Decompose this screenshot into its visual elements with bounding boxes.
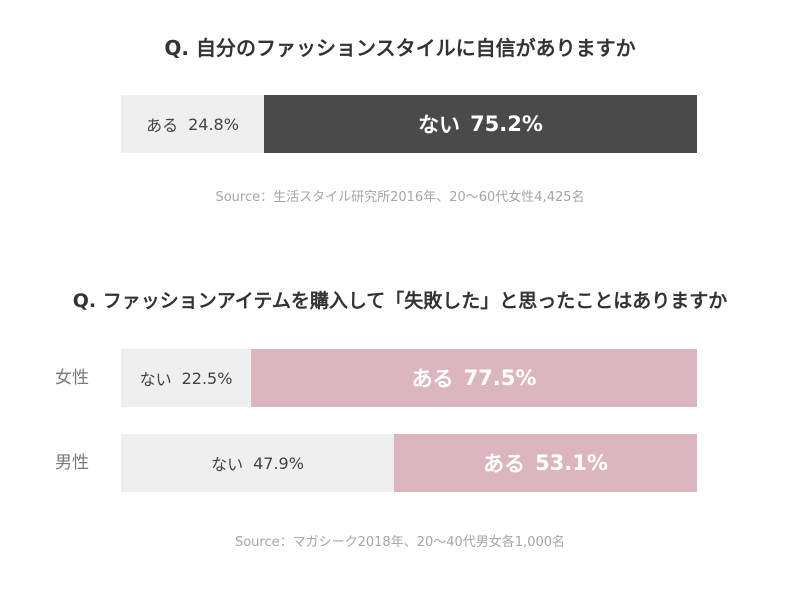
chart1-segment-aru-label: ある (146, 116, 179, 135)
chart1-bar: ある 24.8% ない 75.2% (121, 95, 697, 153)
chart2-male-segment-aru-value: 53.1% (535, 451, 608, 475)
chart2-source: Source：マガシーク2018年、20〜40代男女各1,000名 (234, 535, 566, 550)
chart2-male-segment-aru: ある 53.1% (394, 434, 697, 492)
chart2-male-segment-nai: ない 47.9% (121, 434, 394, 492)
chart2-row-label-male: 男性 (55, 453, 89, 473)
chart1-title: Q. 自分のファッションスタイルに自信がありますか (164, 36, 636, 60)
chart2-bar-male: ない 47.9% ある 53.1% (121, 434, 697, 492)
chart2-female-segment-aru: ある 77.5% (251, 349, 697, 407)
chart1-bar-segment-aru: ある 24.8% (121, 95, 264, 153)
chart2-female-segment-aru-label: ある (411, 367, 454, 391)
chart2-bar-female: ない 22.5% ある 77.5% (121, 349, 697, 407)
chart2-female-segment-nai-label: ない (139, 370, 172, 389)
chart1-segment-nai-label: ない (418, 113, 461, 137)
chart2-title: Q. ファッションアイテムを購入して「失敗した」と思ったことはありますか (72, 290, 728, 312)
chart2-male-segment-nai-value: 47.9% (253, 453, 304, 473)
chart2-female-segment-nai: ない 22.5% (121, 349, 251, 407)
chart1-segment-nai-value: 75.2% (470, 112, 543, 136)
chart1-source: Source：生活スタイル研究所2016年、20〜60代女性4,425名 (215, 190, 585, 205)
chart2-female-segment-nai-value: 22.5% (181, 368, 233, 388)
chart1-bar-segment-nai: ない 75.2% (264, 95, 697, 153)
chart2-female-segment-aru-value: 77.5% (463, 366, 537, 390)
chart2-row-label-female: 女性 (55, 368, 89, 388)
chart2-male-segment-aru-label: ある (483, 452, 526, 476)
chart1-segment-aru-value: 24.8% (188, 114, 239, 134)
chart2-male-segment-nai-label: ない (211, 455, 244, 474)
